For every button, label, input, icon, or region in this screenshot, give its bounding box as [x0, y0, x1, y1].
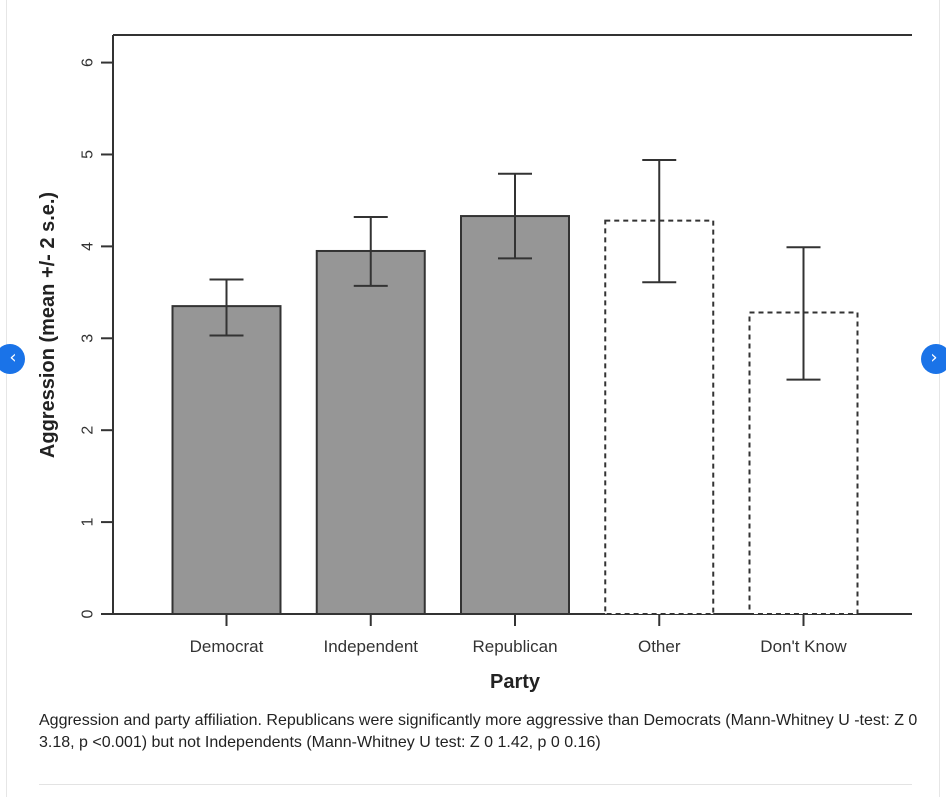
y-tick-label: 3 — [80, 334, 97, 343]
y-tick-label: 0 — [80, 609, 97, 618]
figure-caption: Aggression and party affiliation. Republ… — [39, 712, 918, 751]
x-tick-label: Republican — [472, 637, 557, 656]
chart-error-bars — [209, 158, 821, 381]
x-tick-label: Independent — [323, 637, 418, 656]
bar-independent — [315, 249, 426, 615]
previous-image-button[interactable]: ‹ — [0, 344, 25, 374]
y-tick-label: 6 — [80, 58, 97, 67]
y-axis-title: Aggression (mean +/- 2 s.e.) — [37, 192, 59, 458]
bar-chart: 0 1 2 3 4 5 6 Democrat Independent Republican Oth… — [37, 34, 912, 693]
chevron-right-icon: › — [930, 347, 938, 368]
bar-other — [604, 219, 715, 615]
bar-democrat — [171, 305, 282, 615]
next-image-button[interactable]: › — [921, 344, 946, 374]
y-tick-label: 2 — [80, 426, 97, 435]
bar-republican — [460, 215, 570, 616]
chevron-left-icon: ‹ — [9, 347, 17, 368]
y-tick-label: 1 — [80, 518, 97, 527]
x-tick-label: Other — [638, 637, 681, 656]
caption-divider — [39, 784, 912, 785]
figure-frame — [6, 0, 940, 797]
y-tick-label: 4 — [80, 242, 97, 251]
y-axis-ticks: 0 1 2 3 4 5 6 — [80, 58, 113, 618]
y-tick-label: 5 — [80, 150, 97, 159]
x-tick-label: Don't Know — [760, 637, 847, 656]
x-axis-title: Party — [490, 671, 541, 693]
x-tick-label: Democrat — [190, 637, 264, 656]
chart-bars — [171, 215, 859, 616]
x-axis-ticks: Democrat Independent Republican Other Don't … — [190, 614, 847, 656]
